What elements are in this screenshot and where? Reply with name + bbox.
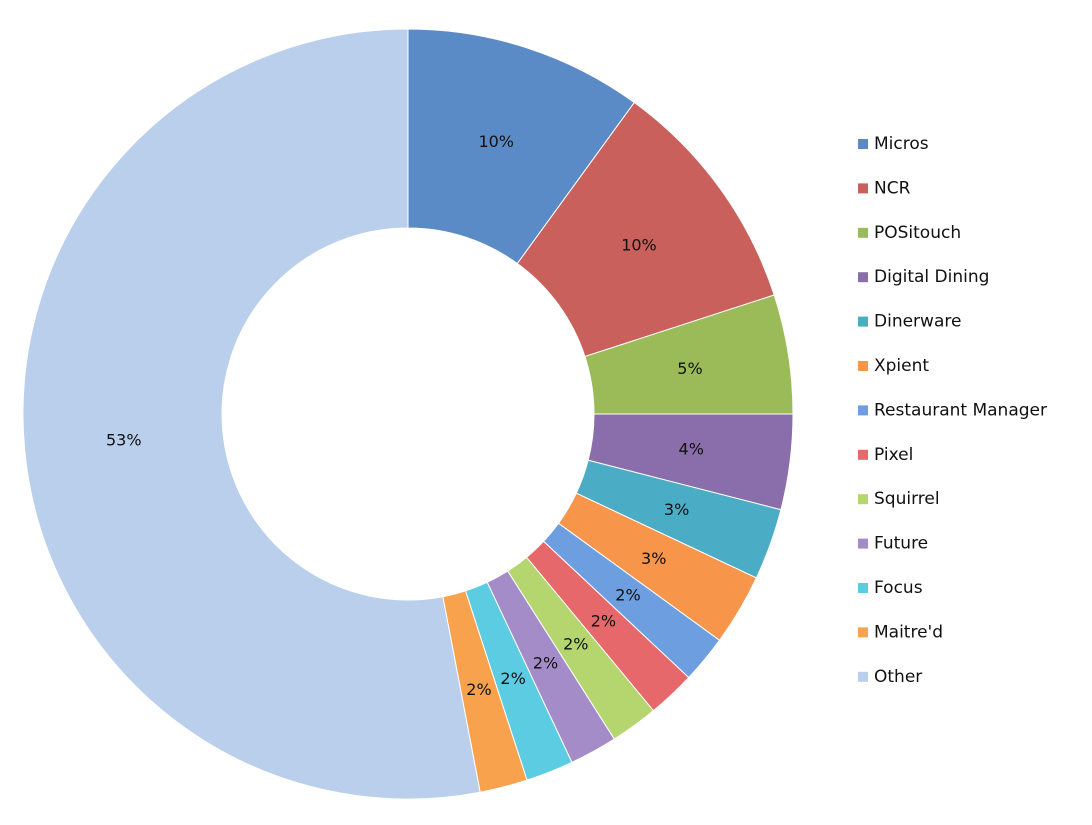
data-label: 2% [466, 680, 491, 699]
data-label: 2% [615, 585, 640, 604]
donut-slice [22, 28, 481, 800]
data-label: 10% [621, 236, 657, 255]
legend-swatch [858, 671, 868, 682]
legend-swatch [858, 627, 868, 638]
legend-swatch [858, 316, 868, 327]
data-label: 2% [500, 669, 525, 688]
legend-label: Xpient [874, 356, 929, 376]
legend-swatch [858, 494, 868, 505]
data-label: 2% [533, 654, 558, 673]
legend-label: Other [874, 667, 922, 687]
data-label: 4% [679, 439, 704, 458]
legend-label: Digital Dining [874, 267, 989, 287]
data-label: 3% [664, 500, 689, 519]
data-label: 5% [677, 359, 702, 378]
legend-swatch [858, 449, 868, 460]
legend-label: NCR [874, 178, 911, 198]
legend-label: Dinerware [874, 312, 961, 332]
legend-swatch [858, 227, 868, 238]
legend-label: Future [874, 534, 928, 554]
legend-swatch [858, 538, 868, 549]
data-label: 3% [641, 549, 666, 568]
data-label: 10% [478, 132, 514, 151]
legend-swatch [858, 583, 868, 593]
legend-swatch [858, 183, 868, 194]
data-label: 53% [106, 430, 142, 449]
legend-label: Pixel [874, 445, 913, 465]
legend-swatch [858, 139, 868, 149]
legend-swatch [858, 361, 868, 371]
legend-label: Restaurant Manager [874, 400, 1047, 420]
data-label: 2% [563, 634, 588, 653]
data-label: 2% [591, 612, 616, 631]
legend-swatch [858, 272, 868, 283]
legend-swatch [858, 405, 868, 416]
legend-label: Micros [874, 134, 929, 154]
legend-label: Maitre'd [874, 622, 943, 642]
legend-label: Focus [874, 578, 923, 598]
legend-label: POSitouch [874, 223, 961, 243]
legend-label: Squirrel [874, 489, 940, 509]
